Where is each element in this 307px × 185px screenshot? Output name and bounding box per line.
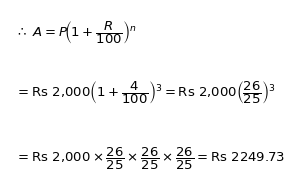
Text: $= \mathrm{Rs\ 2{,}000}\left(1+\dfrac{4}{100}\right)^{3} = \mathrm{Rs\ 2{,}000}\: $= \mathrm{Rs\ 2{,}000}\left(1+\dfrac{4}… <box>15 79 276 106</box>
Text: $\therefore\ A = P\!\left(1+\dfrac{R}{100}\right)^{n}$: $\therefore\ A = P\!\left(1+\dfrac{R}{10… <box>15 19 137 46</box>
Text: $= \mathrm{Rs\ 2{,}000} \times \dfrac{26}{25} \times \dfrac{26}{25} \times \dfra: $= \mathrm{Rs\ 2{,}000} \times \dfrac{26… <box>15 146 285 172</box>
